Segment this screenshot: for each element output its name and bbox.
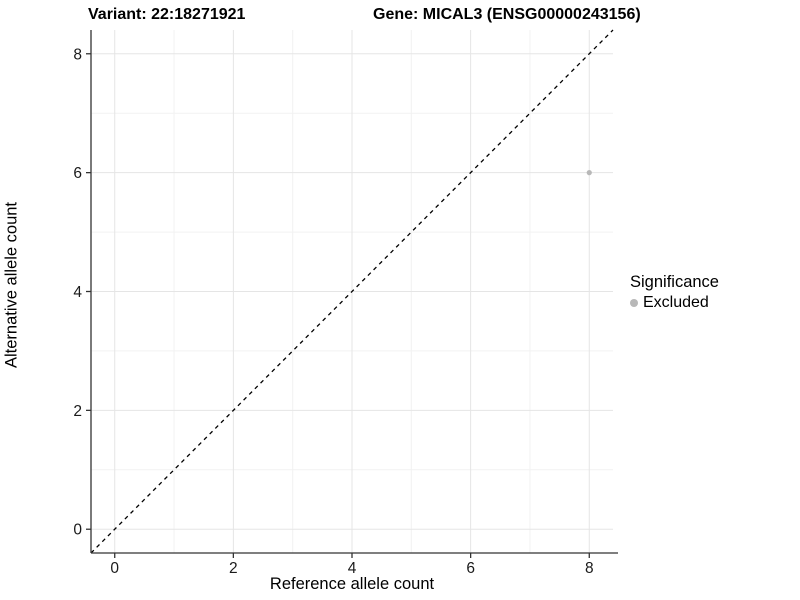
legend-item-label: Excluded bbox=[643, 294, 709, 311]
x-tick-label: 4 bbox=[348, 560, 357, 577]
y-tick-label: 4 bbox=[73, 284, 82, 301]
legend-title: Significance bbox=[630, 273, 719, 291]
identity-line bbox=[90, 29, 614, 554]
y-tick-label: 8 bbox=[73, 46, 82, 63]
data-point bbox=[586, 170, 592, 176]
x-tick-label: 2 bbox=[229, 560, 238, 577]
legend: Significance Excluded bbox=[630, 273, 719, 312]
x-axis-title: Reference allele count bbox=[269, 575, 435, 593]
y-tick-label: 6 bbox=[73, 165, 82, 182]
legend-item-excluded: Excluded bbox=[630, 294, 719, 312]
plot-title-gene: Gene: MICAL3 (ENSG00000243156) bbox=[373, 6, 641, 23]
plot-title-variant: Variant: 22:18271921 bbox=[88, 6, 246, 23]
y-tick-label: 2 bbox=[73, 403, 82, 420]
x-tick-label: 8 bbox=[585, 560, 594, 577]
y-axis-title: Alternative allele count bbox=[2, 201, 21, 369]
y-tick-label: 0 bbox=[73, 522, 82, 539]
excluded-point-icon bbox=[630, 299, 638, 307]
x-tick-label: 6 bbox=[466, 560, 475, 577]
x-tick-label: 0 bbox=[110, 560, 119, 577]
